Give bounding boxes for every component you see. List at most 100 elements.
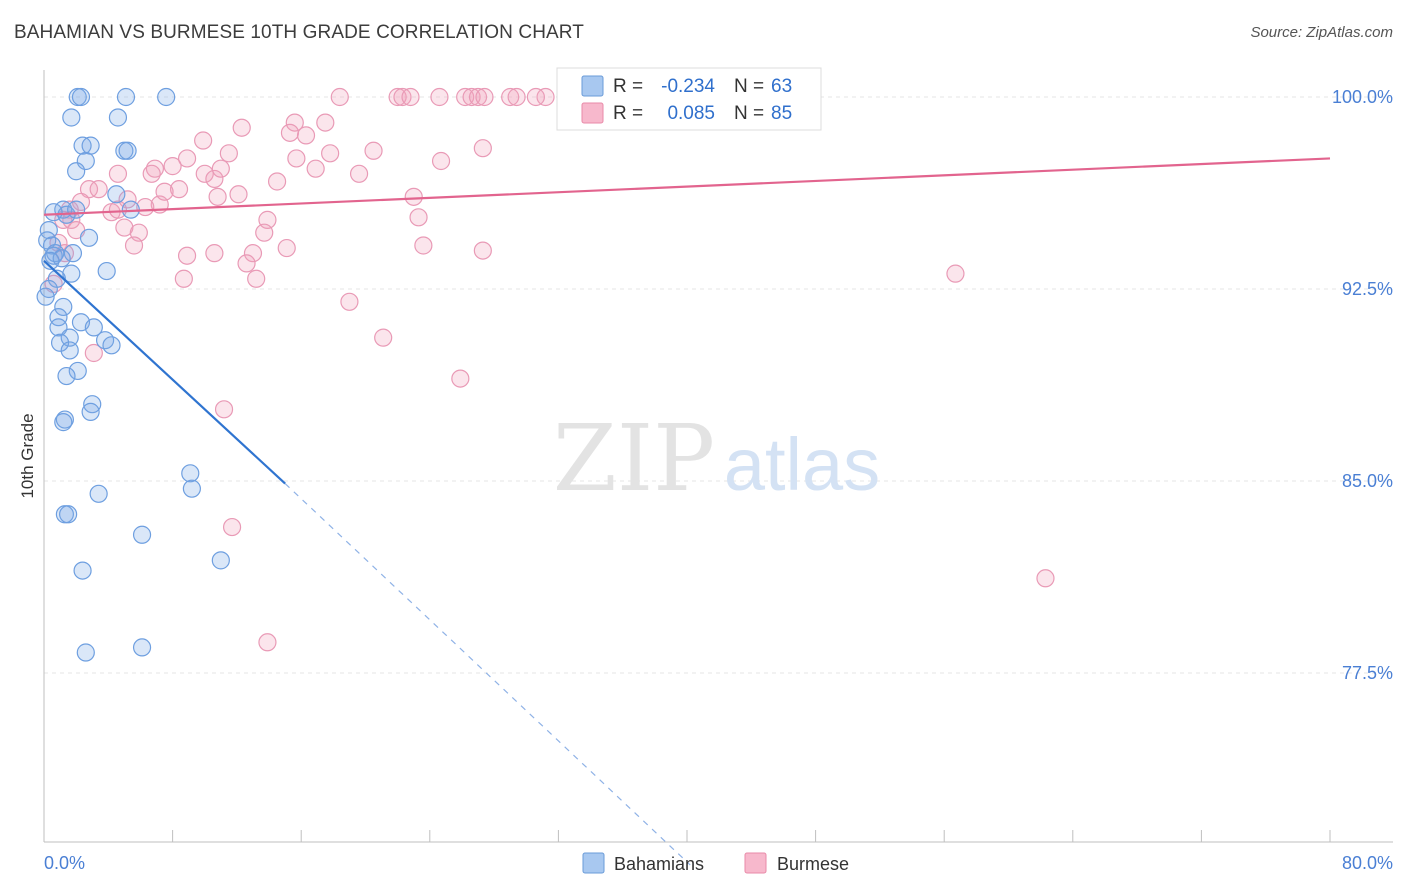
bahamians-point-26 — [41, 251, 60, 270]
chart-title: BAHAMIAN VS BURMESE 10TH GRADE CORRELATI… — [14, 22, 584, 43]
burmese-point-16 — [285, 113, 304, 132]
bahamians-point-2 — [116, 87, 136, 107]
bahamians-point-27 — [97, 261, 116, 281]
burmese-point-72 — [174, 269, 193, 288]
stats-legend: R = -0.234 N = 63 R = 0.085 N = 85 — [556, 67, 822, 131]
bahamians-point-48 — [181, 464, 200, 483]
burmese-trend-line — [43, 157, 1331, 216]
bahamians-point-9 — [118, 141, 137, 160]
bahamians-point-36 — [84, 318, 103, 337]
burmese-point-11 — [536, 87, 555, 107]
axes — [43, 70, 1393, 843]
grid-lines — [44, 96, 1393, 674]
bottom-legend-label-burmese: Burmese — [777, 854, 849, 874]
y-tick-labels: 100.0% 92.5% 85.0% 77.5% — [1332, 87, 1393, 683]
burmese-point-71 — [247, 269, 266, 288]
burmese-point-33 — [205, 169, 224, 189]
series-legend: Bahamians Burmese — [582, 852, 849, 874]
burmese-point-23 — [287, 149, 306, 168]
bahamians-point-3 — [157, 87, 176, 107]
burmese-point-67 — [177, 246, 197, 265]
burmese-point-64 — [473, 241, 492, 260]
legend-swatch-burmese — [581, 102, 604, 124]
bahamians-point-32 — [54, 297, 73, 317]
legend-r-value-2: 0.085 — [667, 103, 715, 124]
series-bahamians-points — [36, 87, 230, 662]
legend-r-value-1: -0.234 — [661, 76, 715, 97]
x-label-max: 80.0% — [1342, 853, 1393, 873]
bottom-legend-label-bahamians: Bahamians — [614, 854, 704, 874]
burmese-point-28 — [177, 149, 197, 168]
bahamians-point-37 — [60, 328, 79, 347]
burmese-point-10 — [507, 87, 526, 107]
bahamians-point-19 — [38, 231, 57, 250]
bahamians-point-38 — [50, 333, 70, 352]
burmese-point-70 — [237, 254, 256, 273]
burmese-point-80 — [222, 517, 242, 537]
bahamians-point-12 — [107, 185, 126, 204]
burmese-point-19 — [296, 126, 316, 145]
burmese-point-3 — [401, 87, 420, 107]
burmese-point-41 — [169, 180, 189, 199]
burmese-point-69 — [243, 244, 263, 263]
burmese-point-22 — [219, 144, 238, 163]
burmese-point-34 — [211, 159, 230, 178]
burmese-point-0 — [330, 87, 349, 107]
bahamians-point-42 — [68, 361, 87, 381]
legend-n-value-1: 63 — [771, 76, 792, 97]
burmese-point-39 — [79, 180, 99, 199]
bahamians-point-33 — [49, 308, 68, 327]
burmese-point-20 — [232, 118, 251, 137]
burmese-point-55 — [115, 218, 134, 237]
legend-r-label-2: R = — [613, 103, 643, 124]
bahamians-point-7 — [81, 136, 100, 155]
burmese-point-38 — [267, 172, 287, 191]
burmese-point-9 — [501, 87, 520, 107]
burmese-point-17 — [316, 113, 335, 132]
burmese-point-40 — [89, 180, 108, 199]
legend-n-value-2: 85 — [771, 103, 792, 124]
bahamians-point-11 — [67, 162, 86, 181]
burmese-point-7 — [468, 87, 488, 107]
burmese-point-48 — [404, 187, 423, 206]
bahamians-point-45 — [81, 402, 100, 421]
burmese-point-42 — [229, 185, 248, 204]
burmese-point-4 — [430, 87, 449, 107]
bahamians-point-43 — [57, 366, 76, 386]
bahamians-point-35 — [49, 318, 68, 337]
bahamians-point-28 — [62, 264, 81, 283]
bahamians-point-56 — [76, 643, 95, 662]
legend-r-label-1: R = — [613, 76, 643, 97]
y-axis-label: 10th Grade — [18, 413, 37, 498]
burmese-point-81 — [258, 633, 277, 652]
burmese-point-79 — [214, 400, 234, 419]
burmese-point-24 — [321, 144, 340, 163]
burmese-point-29 — [145, 159, 165, 178]
x-label-min: 0.0% — [44, 853, 85, 873]
burmese-point-37 — [349, 164, 369, 183]
bahamians-point-47 — [54, 413, 73, 432]
burmese-point-61 — [124, 236, 144, 255]
series-burmese-points — [44, 87, 1055, 652]
bahamians-point-23 — [63, 244, 83, 263]
legend-swatch-bahamians — [581, 75, 604, 97]
legend-n-label-1: N = — [734, 76, 764, 97]
burmese-point-31 — [142, 164, 161, 183]
watermark-atlas: atlas — [724, 423, 880, 506]
burmese-point-68 — [205, 244, 224, 263]
burmese-point-8 — [475, 87, 494, 107]
bahamians-point-44 — [83, 395, 102, 414]
bahamians-point-16 — [67, 200, 86, 219]
bahamians-trend-line — [43, 260, 286, 485]
burmese-point-6 — [462, 87, 481, 107]
bahamians-point-41 — [60, 341, 79, 360]
bahamians-point-20 — [79, 228, 99, 247]
burmese-point-76 — [374, 328, 393, 347]
burmese-point-1 — [388, 87, 407, 107]
burmese-point-35 — [108, 164, 128, 183]
y-tick-label-3: 77.5% — [1342, 663, 1393, 683]
bottom-legend-swatch-bahamians — [582, 852, 605, 874]
burmese-point-57 — [409, 208, 428, 227]
burmese-point-18 — [280, 123, 300, 142]
